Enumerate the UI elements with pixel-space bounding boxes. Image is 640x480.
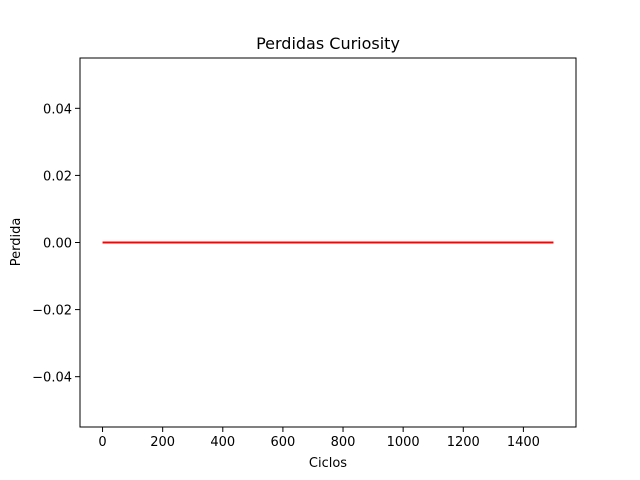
y-tick-label: 0.00: [43, 237, 72, 252]
x-tick-label: 400: [210, 435, 235, 450]
x-tick-label: 1000: [387, 435, 420, 450]
axes-frame: [79, 57, 577, 428]
chart-title: Perdidas Curiosity: [256, 34, 400, 53]
x-tick-label: 0: [98, 435, 106, 450]
y-axis-label: Perdida: [9, 218, 24, 267]
y-tick-label: 0.04: [43, 102, 72, 117]
y-tick-label: −0.04: [32, 371, 72, 386]
x-tick-label: 1400: [507, 435, 540, 450]
y-tick-label: −0.02: [32, 304, 72, 319]
y-tick-label: 0.02: [43, 169, 72, 184]
plot-area: 0 200 400 600 800 1000 1200 1400 −0.04 −0.02 0.00 0…: [32, 57, 577, 450]
x-axis-label: Ciclos: [309, 456, 347, 471]
x-tick-label: 800: [331, 435, 356, 450]
x-tick-label: 600: [270, 435, 295, 450]
x-tick-label: 200: [150, 435, 175, 450]
x-tick-label: 1200: [447, 435, 480, 450]
